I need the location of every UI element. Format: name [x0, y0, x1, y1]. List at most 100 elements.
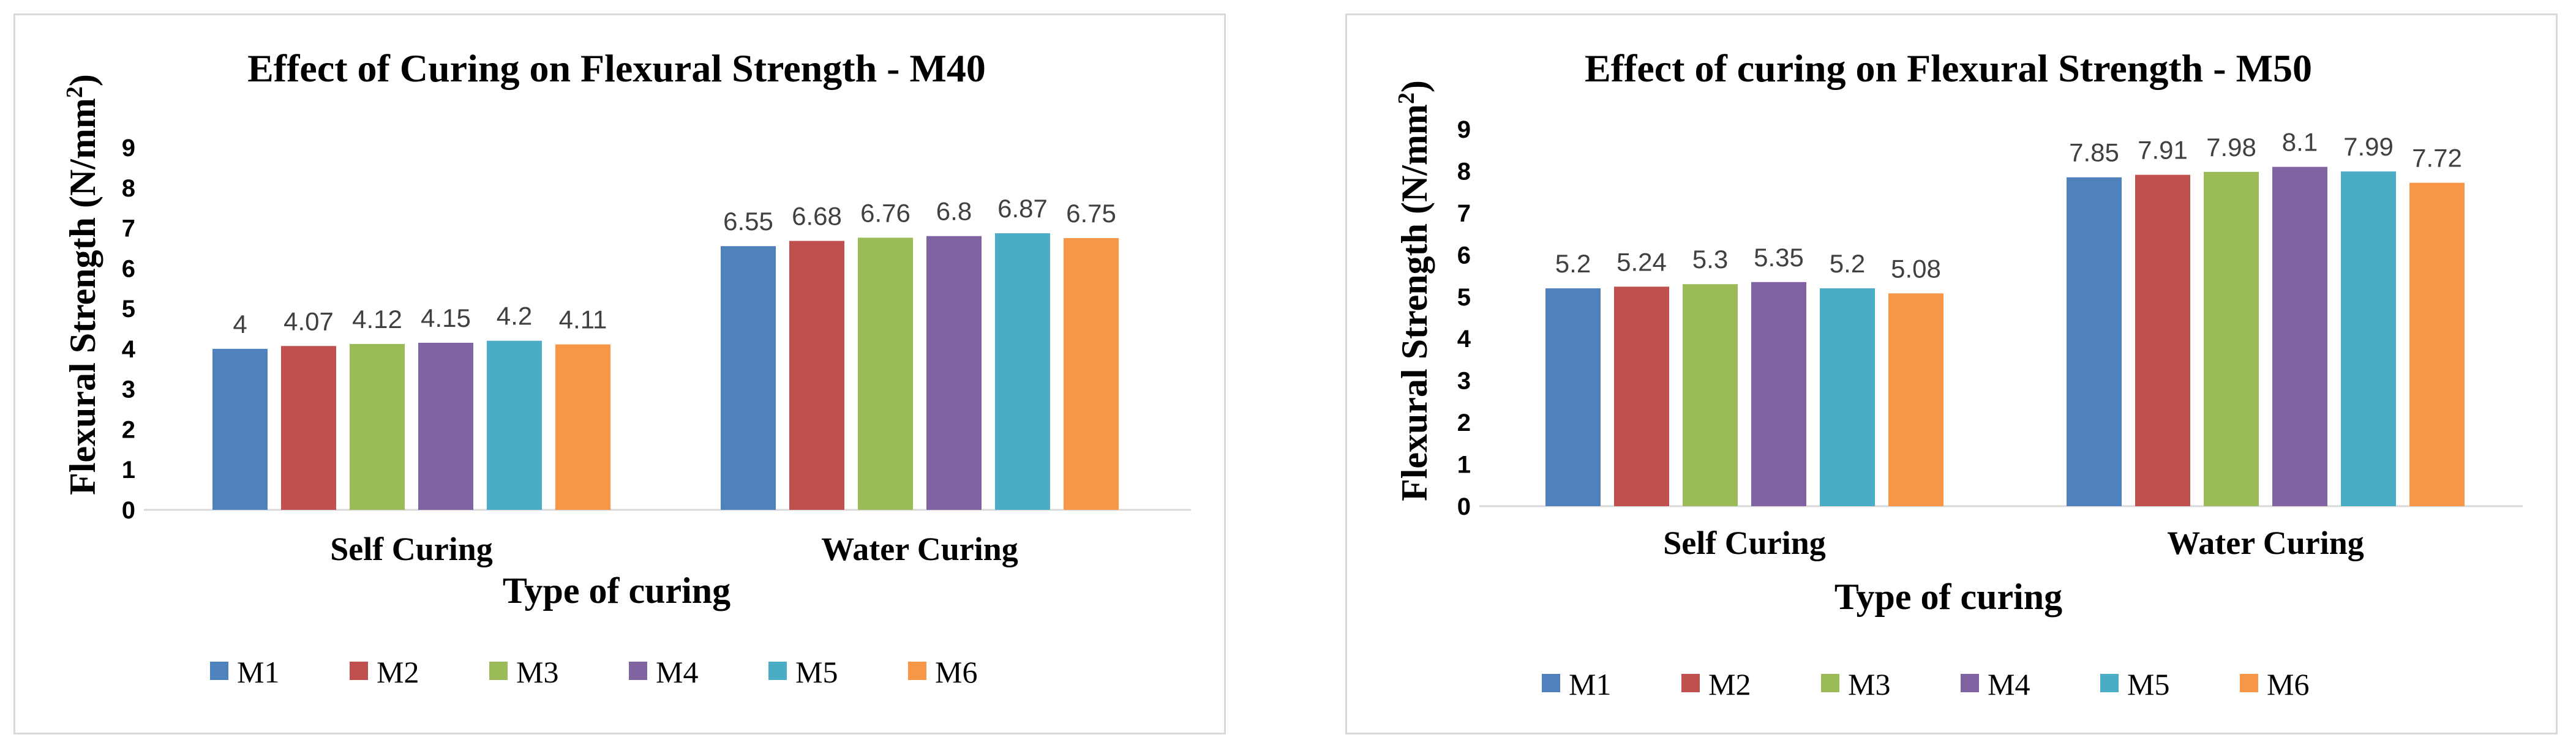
y-tick-label: 4 [1457, 326, 1471, 353]
category-labels: Self Curing Water Curing [1663, 525, 2364, 561]
legend-label-m3: M3 [1848, 667, 1890, 701]
legend-swatch-m2 [350, 662, 368, 680]
legend-label-m5: M5 [795, 655, 838, 689]
bar-m4-water [926, 236, 982, 510]
y-axis-title: Flexural Strength (N/mm2) [1394, 80, 1435, 501]
legend-label-m2: M2 [377, 655, 419, 689]
bar-m5-self [1820, 288, 1875, 506]
category-label: Water Curing [821, 531, 1018, 567]
legend-swatch-m1 [210, 662, 228, 680]
legend: M1 M2 M3 M4 M5 M6 [210, 655, 977, 689]
data-label: 4.2 [497, 302, 532, 331]
y-tick-label: 0 [122, 497, 135, 524]
bar-m3-water [858, 237, 913, 510]
chart-title: Effect of Curing on Flexural Strength - … [247, 47, 986, 90]
bars [212, 233, 1119, 510]
chart-m50-svg: Effect of curing on Flexural Strength - … [1394, 47, 2523, 701]
bar-m4-self [418, 343, 473, 510]
chart-title: Effect of curing on Flexural Strength - … [1585, 47, 2312, 90]
legend-swatch-m6 [908, 662, 926, 680]
legend-label-m4: M4 [656, 655, 698, 689]
legend-swatch-m3 [489, 662, 508, 680]
y-tick-label: 6 [122, 255, 135, 282]
y-axis-ticks: 0 1 2 3 4 5 6 7 8 9 [1457, 116, 1471, 520]
data-label: 5.2 [1830, 249, 1865, 278]
y-tick-label: 3 [1457, 368, 1471, 395]
y-tick-label: 2 [1457, 409, 1471, 436]
bar-m2-water [2135, 174, 2190, 506]
legend-swatch-m5 [768, 662, 787, 680]
bar-m6-water [1064, 238, 1119, 510]
bar-m1-self [212, 348, 268, 510]
legend-label-m6: M6 [935, 655, 977, 689]
data-label: 4.15 [421, 304, 471, 332]
legend-swatch-m4 [1961, 674, 1979, 692]
legend-swatch-m6 [2240, 674, 2258, 692]
bar-m2-self [281, 346, 336, 510]
data-label: 4 [233, 310, 247, 338]
legend-label-m1: M1 [237, 655, 279, 689]
y-tick-label: 6 [1457, 242, 1471, 269]
y-tick-label: 5 [122, 296, 135, 323]
data-label: 7.98 [2206, 133, 2256, 162]
chart-m50: Effect of curing on Flexural Strength - … [1345, 13, 2558, 734]
bar-m5-water [2341, 171, 2396, 506]
legend-label-m2: M2 [1708, 667, 1751, 701]
y-tick-label: 2 [122, 416, 135, 443]
legend-swatch-m1 [1542, 674, 1560, 692]
bar-m3-water [2204, 171, 2259, 506]
legend-swatch-m5 [2100, 674, 2119, 692]
data-label: 5.35 [1754, 243, 1804, 272]
legend-swatch-m3 [1821, 674, 1839, 692]
category-label: Self Curing [1663, 525, 1826, 561]
data-label: 7.85 [2069, 138, 2119, 167]
data-label: 6.55 [723, 207, 773, 236]
chart-m40-svg: Effect of Curing on Flexural Strength - … [62, 47, 1191, 689]
bar-m3-self [350, 343, 405, 510]
legend-label-m4: M4 [1988, 667, 2030, 701]
y-tick-label: 3 [122, 376, 135, 403]
data-label: 6.76 [860, 198, 911, 227]
bar-m4-self [1751, 282, 1806, 506]
y-tick-label: 0 [1457, 493, 1471, 520]
legend-label-m1: M1 [1569, 667, 1611, 701]
data-label: 6.8 [936, 197, 972, 226]
y-axis-title: Flexural Strength (N/mm2) [62, 74, 103, 495]
category-label: Water Curing [2167, 525, 2364, 561]
bar-m4-water [2272, 166, 2327, 507]
bar-m3-self [1683, 284, 1738, 506]
y-tick-label: 9 [1457, 116, 1471, 143]
category-label: Self Curing [330, 531, 493, 567]
y-tick-label: 8 [122, 175, 135, 202]
bar-m6-self [555, 344, 610, 510]
x-axis-title: Type of curing [1834, 577, 2062, 617]
bar-m6-self [1888, 293, 1943, 506]
chart-m40: Effect of Curing on Flexural Strength - … [13, 13, 1226, 734]
legend-label-m6: M6 [2267, 667, 2309, 701]
y-tick-label: 5 [1457, 284, 1471, 311]
bar-m1-water [2067, 177, 2122, 506]
data-label: 5.24 [1617, 247, 1667, 276]
bar-m5-water [995, 233, 1050, 510]
data-label: 6.75 [1066, 199, 1116, 228]
legend-swatch-m4 [629, 662, 647, 680]
y-axis-ticks: 0 1 2 3 4 5 6 7 8 9 [122, 135, 136, 524]
data-label: 6.87 [997, 194, 1048, 223]
bar-m2-water [789, 241, 844, 510]
legend-label-m5: M5 [2127, 667, 2169, 701]
bars [1545, 166, 2465, 507]
data-labels: 4 4.07 4.12 4.15 4.2 4.11 6.55 6.68 6.76 6.8 6.87 6… [233, 194, 1116, 338]
data-label: 5.3 [1692, 245, 1728, 274]
data-labels: 5.2 5.24 5.3 5.35 5.2 5.08 7.85 7.91 7.98 8.1 7.99… [1555, 128, 2462, 283]
legend-label-m3: M3 [516, 655, 558, 689]
data-label: 8.1 [2282, 128, 2318, 157]
bar-m6-water [2409, 182, 2465, 506]
bar-m2-self [1614, 286, 1669, 506]
category-labels: Self Curing Water Curing [330, 531, 1018, 567]
x-axis-title: Type of curing [503, 570, 730, 611]
bar-m1-water [721, 246, 776, 510]
y-tick-label: 7 [122, 215, 135, 242]
legend: M1 M2 M3 M4 M5 M6 [1542, 667, 2309, 701]
y-tick-label: 1 [122, 457, 135, 484]
data-label: 5.2 [1555, 249, 1591, 278]
